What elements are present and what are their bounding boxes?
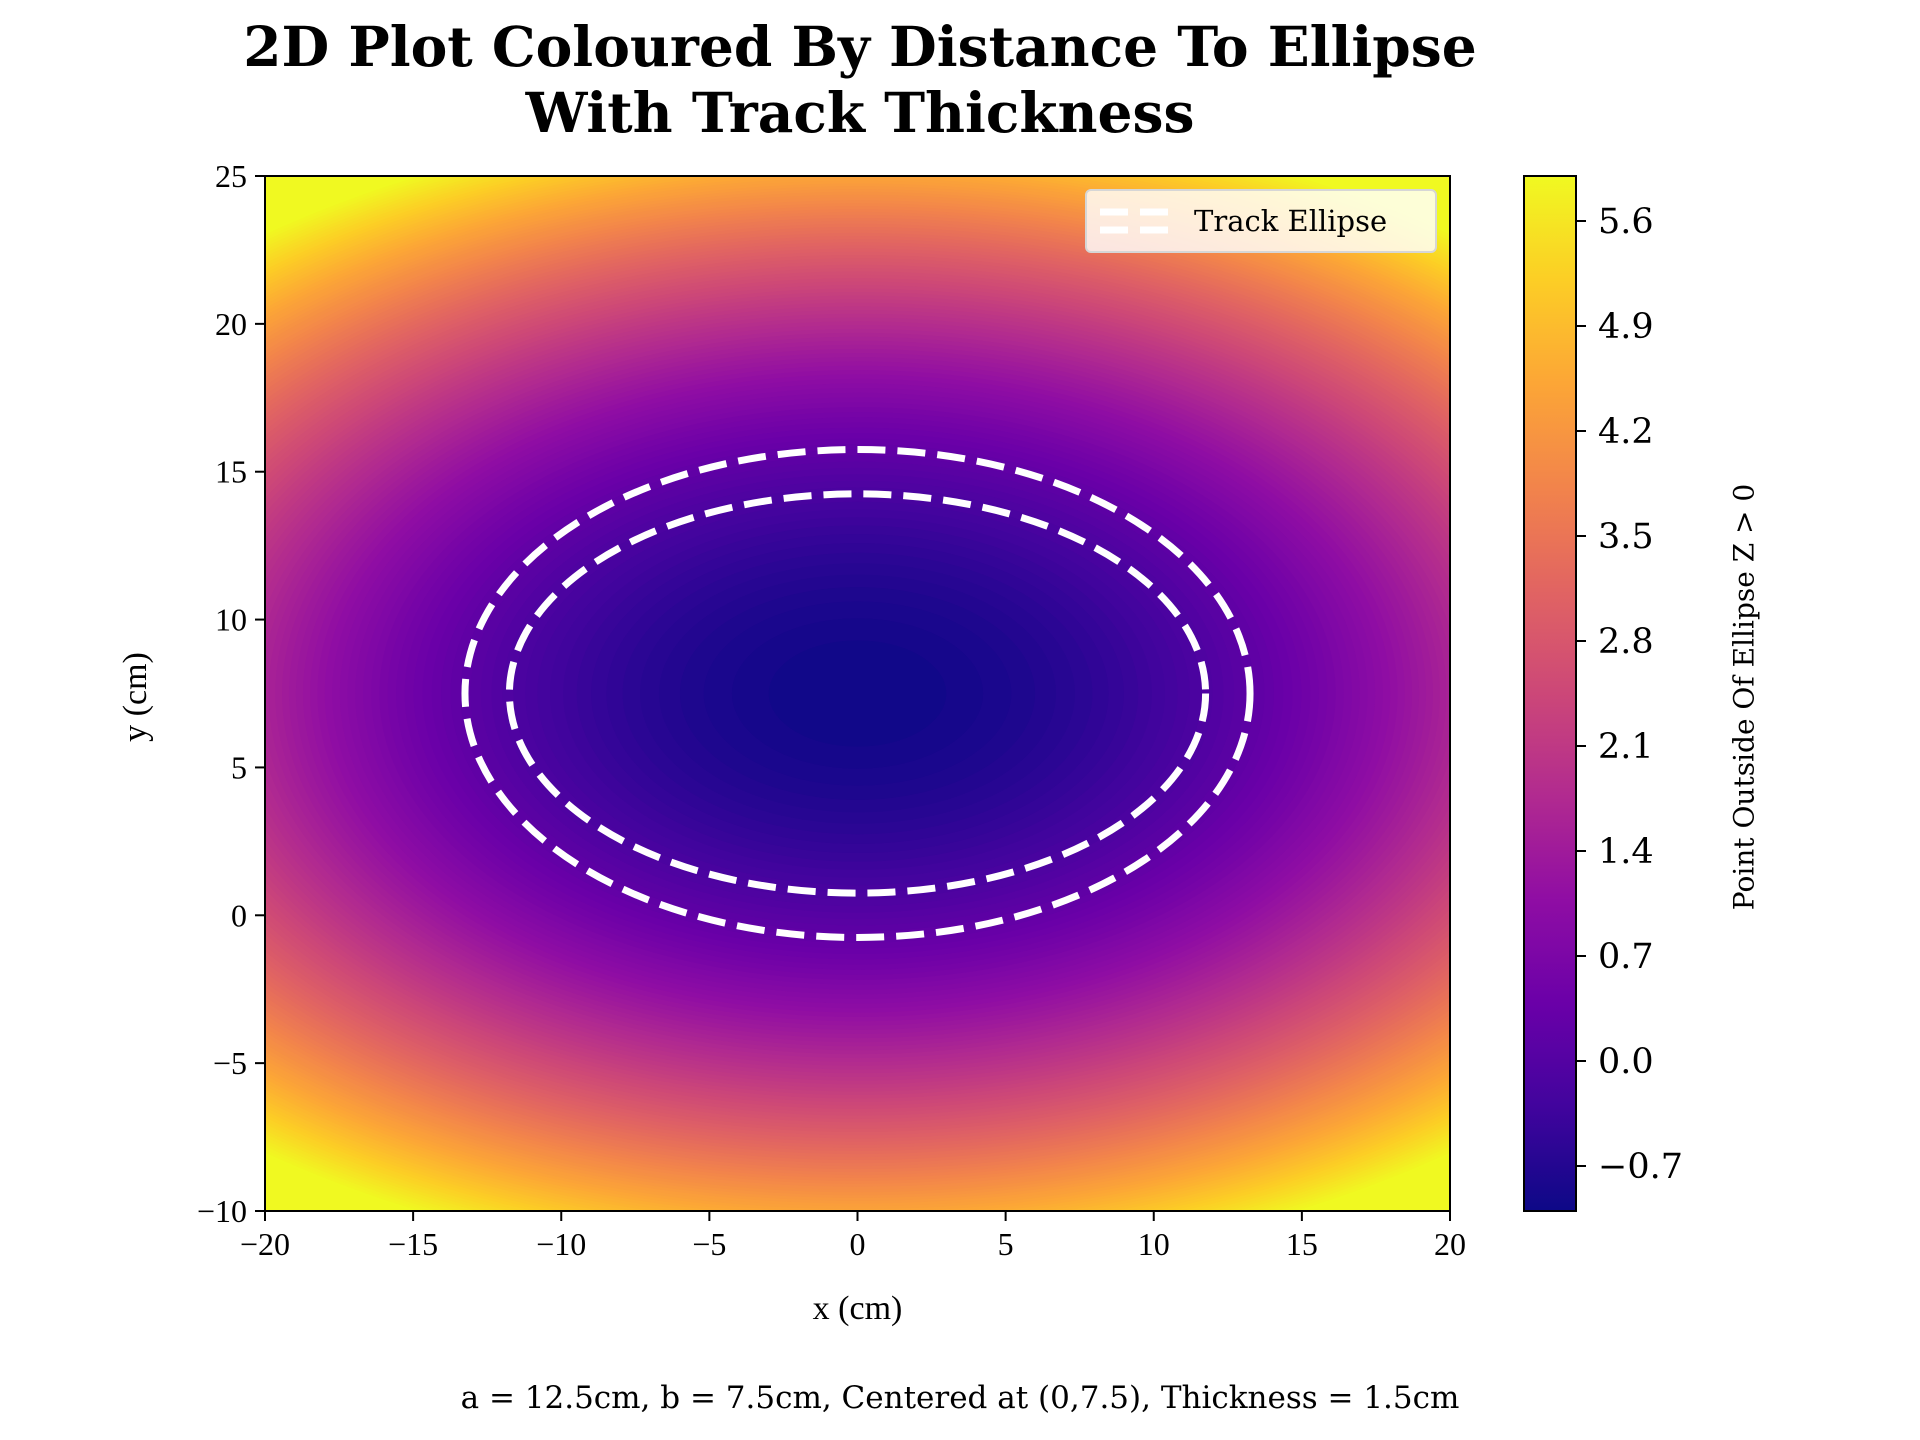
y-axis-label: y (cm) — [117, 652, 154, 742]
colorbar-tick-label: 2.1 — [1598, 727, 1654, 767]
colorbar-tick-label: 4.9 — [1598, 307, 1654, 347]
chart-title-line-2: With Track Thickness — [525, 80, 1195, 145]
x-tick-label: −5 — [692, 1226, 726, 1262]
x-tick-label: 15 — [1286, 1226, 1318, 1262]
chart-title-line-1: 2D Plot Coloured By Distance To Ellipse — [243, 14, 1477, 79]
y-tick-label: 5 — [231, 749, 247, 785]
colorbar-tick-label: 0.7 — [1598, 937, 1654, 977]
y-tick-label: 15 — [215, 454, 247, 490]
y-tick-label: 10 — [215, 602, 247, 638]
y-tick-label: 25 — [215, 158, 247, 194]
x-tick-label: 5 — [998, 1226, 1014, 1262]
caption: a = 12.5cm, b = 7.5cm, Centered at (0,7.… — [460, 1380, 1460, 1416]
x-tick-label: −10 — [536, 1226, 586, 1262]
colorbar-tick-label: 0.0 — [1598, 1042, 1654, 1082]
x-tick-label: −20 — [240, 1226, 290, 1262]
colorbar-tick-label: 2.8 — [1598, 622, 1654, 662]
heatmap-level — [768, 640, 947, 747]
colorbar — [1523, 175, 1577, 1212]
y-tick-label: −10 — [197, 1193, 247, 1229]
colorbar-tick-label: 4.2 — [1598, 412, 1654, 452]
x-axis-label: x (cm) — [812, 1290, 903, 1327]
colorbar-tick-label: −0.7 — [1598, 1147, 1683, 1187]
track-ellipse-inner — [505, 490, 1210, 897]
colorbar-tick-label: 5.6 — [1598, 202, 1654, 242]
x-tick-label: 20 — [1434, 1226, 1466, 1262]
colorbar-tick-label: 1.4 — [1598, 832, 1654, 872]
y-tick-label: −5 — [213, 1045, 247, 1081]
y-tick-label: 20 — [215, 306, 247, 342]
x-tick-label: 10 — [1138, 1226, 1170, 1262]
legend-label: Track Ellipse — [1194, 204, 1387, 238]
x-tick-label: −15 — [388, 1226, 438, 1262]
colorbar-tick-label: 3.5 — [1598, 517, 1654, 557]
legend-box — [1085, 189, 1437, 253]
track-ellipse-outer — [461, 446, 1254, 941]
colorbar-label: Point Outside Of Ellipse Z > 0 — [1727, 483, 1761, 911]
x-tick-label: 0 — [850, 1226, 866, 1262]
y-tick-label: 0 — [231, 897, 247, 933]
